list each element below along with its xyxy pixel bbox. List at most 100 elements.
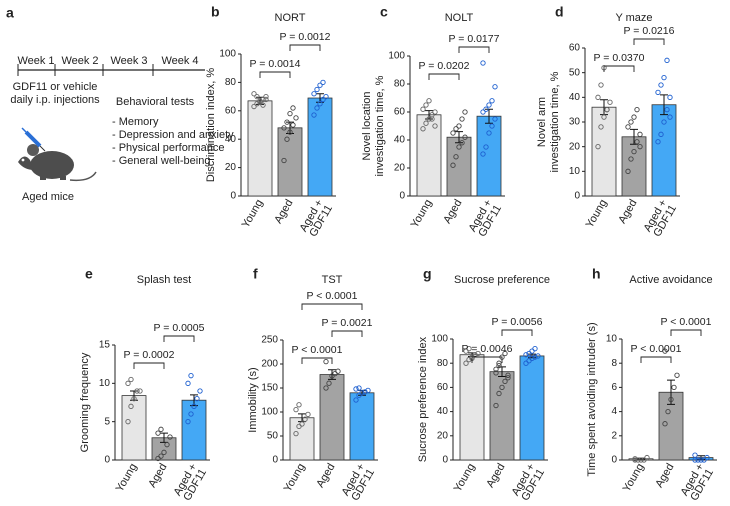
y-tick-label: 0 — [104, 455, 110, 466]
data-point — [263, 96, 269, 103]
significance-bracket — [301, 357, 333, 364]
y-tick-label: 50 — [267, 431, 279, 442]
y-axis-label: Sucrose preference index — [417, 336, 429, 462]
y-tick-label: 30 — [569, 117, 581, 128]
data-point — [607, 99, 613, 105]
data-point — [194, 396, 200, 402]
error-bar — [667, 379, 675, 405]
data-point — [287, 110, 293, 117]
data-point — [632, 456, 638, 462]
data-point — [323, 93, 329, 100]
week-label: Week 1 — [17, 55, 54, 67]
data-point — [128, 376, 134, 383]
significance-bracket — [331, 330, 363, 337]
significance-bracket — [133, 362, 165, 369]
y-tick-label: 0 — [442, 455, 448, 466]
bar — [247, 100, 273, 197]
data-point — [311, 91, 317, 97]
week-label: Week 4 — [161, 55, 198, 67]
data-point — [251, 103, 257, 110]
y-tick-label: 60 — [569, 43, 581, 54]
data-point — [658, 82, 664, 88]
data-point — [420, 106, 426, 112]
treatment-text: GDF11 or vehicle — [13, 81, 98, 93]
data-point — [293, 430, 299, 437]
data-point — [505, 375, 511, 381]
data-point — [671, 384, 677, 391]
data-point — [326, 380, 332, 386]
p-value: P = 0.0177 — [449, 33, 500, 45]
chart-title: Active avoidance — [629, 274, 712, 286]
p-value: P = 0.0012 — [280, 31, 331, 43]
p-value: P = 0.0002 — [124, 349, 175, 361]
data-point — [631, 114, 637, 120]
data-point — [462, 134, 468, 140]
data-point — [489, 98, 495, 104]
data-point — [628, 156, 634, 162]
p-value: P < 0.0001 — [307, 290, 358, 302]
y-tick-label: 80 — [437, 358, 449, 369]
bar — [519, 355, 545, 461]
data-point — [359, 390, 365, 396]
y-tick-label: 80 — [394, 79, 406, 90]
y-tick-label: 40 — [225, 134, 237, 145]
y-tick-label: 250 — [261, 335, 278, 346]
data-point — [523, 352, 529, 358]
p-value: P = 0.0056 — [492, 316, 543, 328]
data-point — [299, 421, 305, 427]
y-tick-label: 40 — [569, 92, 581, 103]
significance-bracket — [163, 335, 195, 342]
data-point — [661, 74, 667, 81]
y-axis-label: Novel location — [361, 91, 373, 160]
data-point — [704, 454, 710, 461]
data-point — [499, 384, 505, 391]
y-tick-label: 8 — [611, 358, 617, 369]
data-point — [353, 397, 359, 403]
y-tick-label: 15 — [99, 340, 111, 351]
data-point — [191, 403, 197, 409]
y-tick-label: 200 — [261, 359, 278, 370]
y-axis-label: investigation time, % — [374, 75, 386, 176]
data-point — [480, 60, 486, 66]
significance-bracket — [471, 356, 503, 363]
data-point — [263, 93, 269, 100]
significance-bracket — [458, 46, 490, 53]
y-axis-label: investigation time, % — [549, 71, 561, 172]
data-point — [137, 388, 143, 394]
data-point — [462, 109, 468, 115]
y-tick-label: 10 — [606, 334, 618, 345]
y-tick-label: 4 — [611, 406, 617, 417]
significance-bracket — [428, 73, 460, 80]
data-point — [323, 358, 329, 365]
y-tick-label: 20 — [394, 163, 406, 174]
data-point — [281, 125, 287, 131]
data-point — [662, 348, 668, 354]
data-point — [604, 107, 610, 113]
y-tick-label: 60 — [225, 105, 237, 116]
chart-title: TST — [322, 274, 343, 286]
data-point — [158, 426, 164, 432]
data-point — [628, 119, 634, 125]
panel-letter: b — [211, 4, 220, 20]
data-point — [302, 416, 308, 422]
bar — [651, 104, 677, 197]
y-tick-label: 100 — [388, 51, 405, 62]
data-point — [480, 109, 486, 115]
data-point — [635, 457, 641, 463]
data-point — [197, 388, 203, 394]
data-point — [185, 380, 191, 386]
error-bar — [130, 390, 138, 401]
p-value: P = 0.0021 — [322, 317, 373, 329]
y-axis-label: Time spent avoiding intruder (s) — [586, 322, 598, 476]
p-value: P = 0.0216 — [624, 25, 675, 37]
panel-letter: c — [380, 4, 388, 20]
data-point — [492, 116, 498, 122]
data-point — [475, 350, 481, 357]
data-point — [662, 421, 668, 427]
y-tick-label: 0 — [399, 191, 405, 202]
data-point — [496, 390, 502, 397]
week-label: Week 2 — [61, 55, 98, 67]
data-point — [625, 168, 631, 174]
data-point — [661, 119, 667, 125]
data-point — [314, 86, 320, 93]
